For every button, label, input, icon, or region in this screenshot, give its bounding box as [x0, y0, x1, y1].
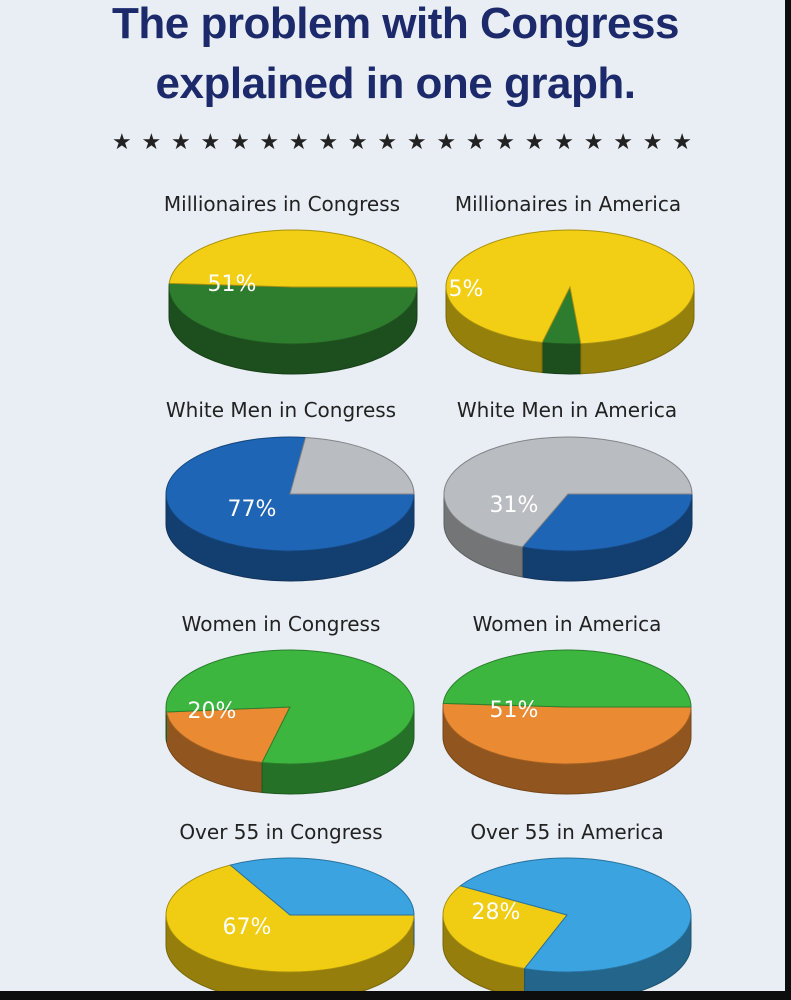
star-icon: ★	[406, 129, 427, 154]
star-icon: ★	[436, 129, 457, 154]
star-icon: ★	[583, 129, 604, 154]
pie-percent-label: 51%	[208, 272, 257, 297]
chart-title-white-men-congress: White Men in Congress	[165, 398, 397, 422]
star-icon: ★	[495, 129, 516, 154]
star-icon: ★	[672, 129, 692, 154]
pie-percent-label: 77%	[228, 497, 277, 522]
pie-percent-label: 51%	[490, 698, 539, 723]
chart-title-women-congress: Women in Congress	[181, 612, 381, 636]
pie-slice	[168, 282, 418, 345]
chart-title-over55-congress: Over 55 in Congress	[179, 820, 383, 844]
pie-slice	[442, 702, 692, 765]
star-icon: ★	[141, 129, 162, 154]
star-icon: ★	[288, 129, 309, 154]
chart-title-women-america: Women in America	[472, 612, 662, 636]
pie-slice	[165, 649, 415, 765]
frame-edge-bottom	[0, 991, 791, 1000]
pie-slice	[442, 649, 692, 708]
pie-slice	[165, 706, 291, 764]
pie-slice	[442, 885, 568, 970]
star-icon: ★	[613, 129, 633, 154]
star-icon: ★	[554, 129, 574, 154]
star-icon: ★	[642, 129, 663, 154]
pie-slice	[445, 229, 695, 345]
star-icon: ★	[170, 129, 191, 154]
star-icon: ★	[318, 129, 339, 154]
pie-percent-label: 67%	[223, 915, 272, 940]
pie-slice	[459, 857, 692, 973]
star-icon: ★	[347, 129, 368, 154]
star-icon: ★	[112, 129, 132, 154]
pie-slice	[229, 857, 415, 916]
star-icon: ★	[200, 129, 221, 154]
star-icon: ★	[229, 129, 250, 154]
star-divider: ★ ★ ★ ★ ★ ★ ★ ★ ★ ★ ★ ★ ★ ★ ★ ★ ★ ★ ★ ★	[112, 127, 692, 157]
pie-slice	[521, 493, 693, 552]
pie-slice	[289, 436, 415, 495]
chart-title-over55-america: Over 55 in America	[470, 820, 664, 844]
frame-edge-right	[785, 0, 791, 1000]
pie-percent-label: 5%	[449, 277, 484, 302]
page-title-line-1: The problem with Congress	[112, 0, 679, 48]
star-icon: ★	[377, 129, 398, 154]
pie-side-wall	[541, 341, 582, 375]
pie-percent-label: 31%	[490, 493, 539, 518]
pie-percent-label: 28%	[472, 900, 521, 925]
page-title-line-2: explained in one graph.	[155, 59, 636, 108]
star-icon: ★	[259, 129, 280, 154]
star-icon: ★	[465, 129, 486, 154]
chart-title-millionaires-congress: Millionaires in Congress	[163, 192, 401, 216]
pie-slice	[165, 864, 415, 973]
pie-slice	[168, 229, 418, 288]
star-icon: ★	[524, 129, 545, 154]
pie-slice	[443, 436, 693, 548]
chart-title-millionaires-america: Millionaires in America	[454, 192, 682, 216]
chart-title-white-men-america: White Men in America	[456, 398, 678, 422]
pie-percent-label: 20%	[188, 699, 237, 724]
